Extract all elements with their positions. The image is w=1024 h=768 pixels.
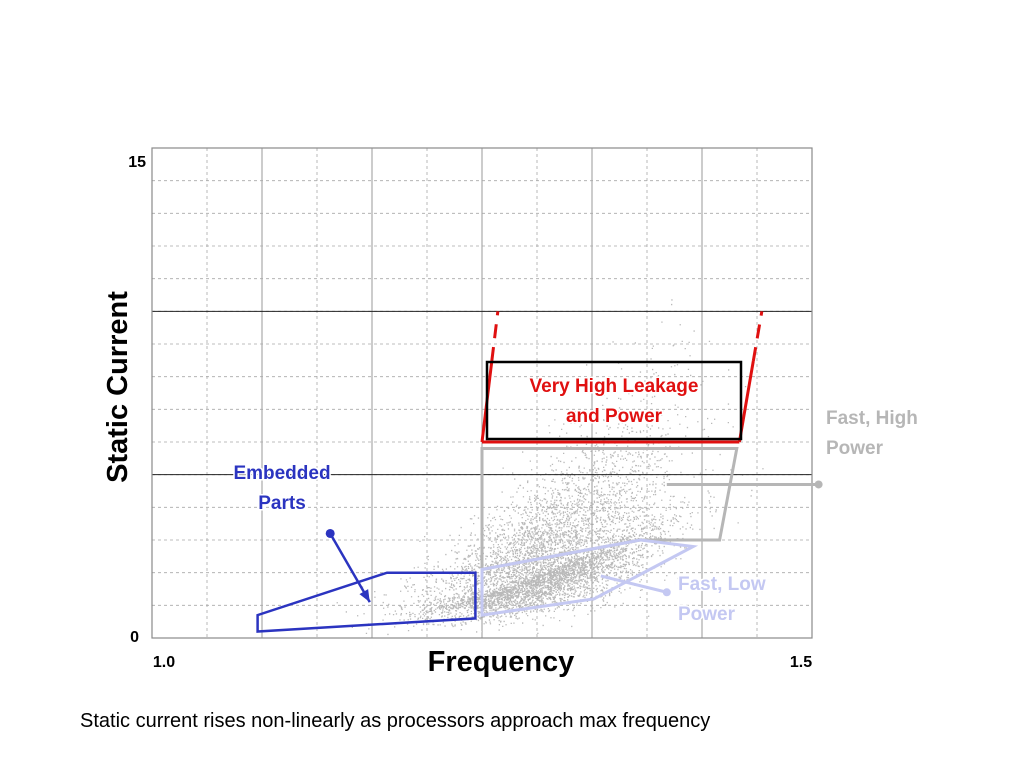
fast-low-pointer-dot bbox=[662, 588, 671, 597]
fast-high-power-label-line-1: Fast, High bbox=[826, 408, 918, 429]
caption: Static current rises non-linearly as pro… bbox=[80, 710, 711, 732]
fast-low-pointer bbox=[600, 574, 668, 594]
x-axis-title: Frequency bbox=[428, 646, 575, 678]
x-tick-label-max: 1.5 bbox=[790, 654, 812, 671]
annotated-regions bbox=[256, 311, 823, 633]
fast-low-power-region bbox=[480, 538, 699, 617]
y-tick-label-max: 15 bbox=[128, 154, 146, 171]
fast-high-pointer-dot bbox=[814, 480, 823, 489]
embedded-parts-region bbox=[256, 571, 477, 633]
fast-high-power-label-line-2: Power bbox=[826, 438, 884, 459]
leakage-left-edge-dashed bbox=[490, 311, 500, 362]
embedded-pointer-dot bbox=[325, 528, 335, 538]
embedded-parts-label-line-2: Parts bbox=[258, 493, 306, 514]
plot-frame bbox=[151, 147, 813, 639]
scatter-point-cloud bbox=[336, 299, 764, 636]
y-axis-title: Static Current bbox=[102, 291, 134, 483]
leakage-label-box bbox=[485, 360, 743, 441]
embedded-parts-label-line-1: Embedded bbox=[233, 463, 330, 484]
static-current-chart: 15 0 1.0 1.5 Frequency Static Current Embedded… bbox=[0, 0, 918, 678]
y-tick-label-min: 0 bbox=[130, 629, 139, 646]
leakage-right-edge-dashed bbox=[751, 311, 764, 362]
chart-labels: 15 0 1.0 1.5 Frequency Static Current Embedded… bbox=[102, 154, 918, 678]
plot-border bbox=[151, 147, 813, 639]
leakage-label-line-1: Very High Leakage bbox=[530, 376, 699, 397]
leakage-label-line-2: and Power bbox=[566, 406, 663, 427]
scatter-points bbox=[336, 299, 764, 636]
x-tick-label-min: 1.0 bbox=[153, 654, 175, 671]
fast-low-power-label-line-1: Fast, Low bbox=[678, 574, 766, 595]
embedded-pointer bbox=[329, 532, 371, 603]
fast-low-power-label-line-2: Power bbox=[678, 604, 736, 625]
embedded-pointer-head bbox=[359, 589, 370, 603]
